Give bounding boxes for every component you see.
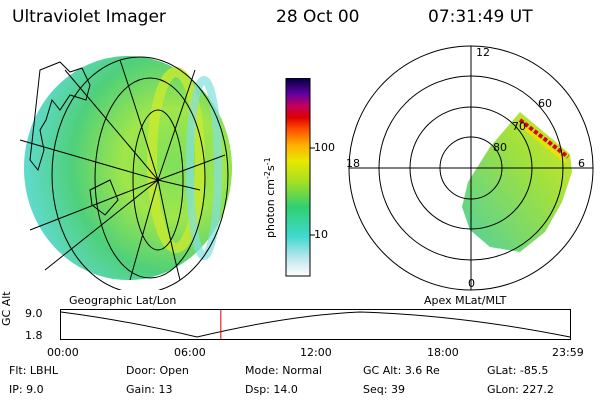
polar-aurora-edge	[518, 118, 570, 159]
colorbar: photon cm-2s-1	[263, 78, 315, 277]
mlt-label-6: 6	[578, 157, 585, 170]
latitude-circle	[132, 109, 184, 251]
info-gc-alt: GC Alt: 3.6 Re	[363, 364, 440, 377]
mlt-label-12: 12	[476, 46, 490, 59]
mlat-label-70: 70	[512, 120, 526, 133]
altitude-plot	[60, 309, 571, 340]
date-label: 28 Oct 00	[276, 7, 360, 27]
colorbar-tick-100: 100	[314, 141, 335, 154]
meridian-line	[29, 154, 226, 231]
polar-plot	[348, 45, 594, 291]
info-dsp: Dsp: 14.0	[245, 383, 298, 396]
mlt-label-0: 0	[468, 277, 475, 290]
coastline-2	[89, 179, 119, 216]
time-label: 07:31:49 UT	[428, 7, 533, 27]
info-ip: IP: 9.0	[9, 383, 44, 396]
info-glon: GLon: 227.2	[487, 383, 554, 396]
auroral-image-blob	[24, 56, 232, 280]
latitude-circle	[51, 56, 229, 290]
coastline	[29, 61, 91, 172]
altitude-curve	[60, 311, 571, 338]
mlat-label-80: 80	[493, 141, 507, 154]
polar-auroral-image	[462, 112, 572, 252]
info-filter: Flt: LBHL	[9, 364, 58, 377]
info-glat: GLat: -85.5	[487, 364, 549, 377]
geographic-image-panel	[19, 56, 232, 290]
altitude-axis-label: GC Alt	[0, 291, 13, 326]
geographic-label: Geographic Lat/Lon	[69, 294, 177, 307]
mlat-label-60: 60	[538, 97, 552, 110]
info-gain: Gain: 13	[126, 383, 173, 396]
altitude-plot-frame	[60, 309, 571, 340]
colorbar-tick-10: 10	[314, 228, 328, 241]
time-tick-2359: 23:59	[552, 346, 584, 359]
colorbar-gradient	[285, 78, 311, 277]
info-mode: Mode: Normal	[245, 364, 322, 377]
time-tick-0000: 00:00	[47, 346, 79, 359]
mlt-label-18: 18	[346, 157, 360, 170]
info-door: Door: Open	[126, 364, 189, 377]
info-seq: Seq: 39	[363, 383, 405, 396]
time-tick-1800: 18:00	[427, 346, 459, 359]
time-tick-1200: 12:00	[300, 346, 332, 359]
app-title: Ultraviolet Imager	[12, 7, 166, 27]
colorbar-axis-label: photon cm-2s-1	[263, 157, 277, 238]
time-tick-0600: 06:00	[174, 346, 206, 359]
altitude-ymax-label: 9.0	[25, 307, 43, 320]
latitude-circle	[94, 77, 206, 279]
polar-aurora-edge-yellow	[521, 124, 567, 164]
altitude-ymin-label: 1.8	[25, 329, 43, 342]
apex-label: Apex MLat/MLT	[424, 294, 507, 307]
